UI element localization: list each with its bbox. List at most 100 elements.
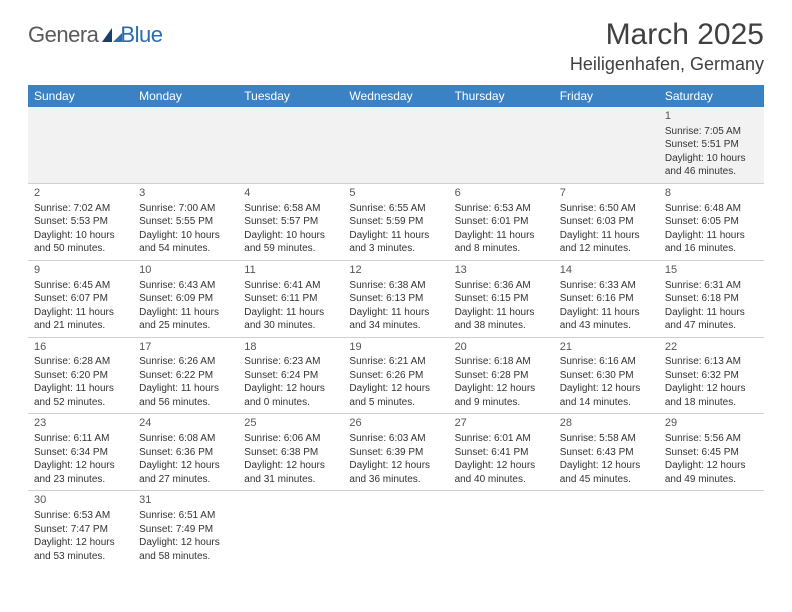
day-number: 18 [244, 340, 337, 355]
daylight-text: Daylight: 10 hours and 54 minutes. [139, 229, 232, 256]
day-number: 28 [560, 416, 653, 431]
sunrise-text: Sunrise: 6:06 AM [244, 432, 337, 446]
sunset-text: Sunset: 5:55 PM [139, 215, 232, 229]
day-number: 6 [455, 186, 548, 201]
calendar-day-cell: 5Sunrise: 6:55 AMSunset: 5:59 PMDaylight… [343, 183, 448, 260]
calendar-day-cell [133, 107, 238, 183]
day-number: 31 [139, 493, 232, 508]
calendar-day-cell: 20Sunrise: 6:18 AMSunset: 6:28 PMDayligh… [449, 337, 554, 414]
weekday-header: Saturday [659, 85, 764, 107]
day-number: 14 [560, 263, 653, 278]
sunset-text: Sunset: 6:43 PM [560, 446, 653, 460]
day-number: 29 [665, 416, 758, 431]
sunrise-text: Sunrise: 6:21 AM [349, 355, 442, 369]
sunrise-text: Sunrise: 6:45 AM [34, 279, 127, 293]
day-number: 20 [455, 340, 548, 355]
sunrise-text: Sunrise: 6:18 AM [455, 355, 548, 369]
daylight-text: Daylight: 11 hours and 30 minutes. [244, 306, 337, 333]
daylight-text: Daylight: 12 hours and 18 minutes. [665, 382, 758, 409]
calendar-day-cell: 3Sunrise: 7:00 AMSunset: 5:55 PMDaylight… [133, 183, 238, 260]
daylight-text: Daylight: 12 hours and 49 minutes. [665, 459, 758, 486]
day-number: 24 [139, 416, 232, 431]
sunset-text: Sunset: 7:47 PM [34, 523, 127, 537]
calendar-day-cell: 16Sunrise: 6:28 AMSunset: 6:20 PMDayligh… [28, 337, 133, 414]
header: Genera Blue March 2025 Heiligenhafen, Ge… [28, 18, 764, 75]
sunset-text: Sunset: 6:03 PM [560, 215, 653, 229]
day-number: 2 [34, 186, 127, 201]
sunset-text: Sunset: 6:11 PM [244, 292, 337, 306]
sunset-text: Sunset: 6:09 PM [139, 292, 232, 306]
daylight-text: Daylight: 11 hours and 56 minutes. [139, 382, 232, 409]
sunset-text: Sunset: 6:18 PM [665, 292, 758, 306]
sunrise-text: Sunrise: 7:05 AM [665, 125, 758, 139]
daylight-text: Daylight: 12 hours and 14 minutes. [560, 382, 653, 409]
day-number: 16 [34, 340, 127, 355]
sunrise-text: Sunrise: 6:48 AM [665, 202, 758, 216]
daylight-text: Daylight: 12 hours and 45 minutes. [560, 459, 653, 486]
calendar-day-cell: 12Sunrise: 6:38 AMSunset: 6:13 PMDayligh… [343, 260, 448, 337]
day-number: 15 [665, 263, 758, 278]
daylight-text: Daylight: 11 hours and 8 minutes. [455, 229, 548, 256]
weekday-header: Wednesday [343, 85, 448, 107]
location: Heiligenhafen, Germany [570, 54, 764, 75]
sunrise-text: Sunrise: 6:43 AM [139, 279, 232, 293]
calendar-day-cell: 15Sunrise: 6:31 AMSunset: 6:18 PMDayligh… [659, 260, 764, 337]
day-number: 26 [349, 416, 442, 431]
calendar-day-cell [449, 491, 554, 567]
calendar-day-cell: 21Sunrise: 6:16 AMSunset: 6:30 PMDayligh… [554, 337, 659, 414]
sunrise-text: Sunrise: 6:50 AM [560, 202, 653, 216]
sunrise-text: Sunrise: 6:11 AM [34, 432, 127, 446]
calendar-day-cell: 9Sunrise: 6:45 AMSunset: 6:07 PMDaylight… [28, 260, 133, 337]
calendar-day-cell [449, 107, 554, 183]
calendar-day-cell: 27Sunrise: 6:01 AMSunset: 6:41 PMDayligh… [449, 414, 554, 491]
day-number: 21 [560, 340, 653, 355]
daylight-text: Daylight: 12 hours and 53 minutes. [34, 536, 127, 563]
sunset-text: Sunset: 6:30 PM [560, 369, 653, 383]
sunset-text: Sunset: 6:45 PM [665, 446, 758, 460]
daylight-text: Daylight: 10 hours and 50 minutes. [34, 229, 127, 256]
daylight-text: Daylight: 11 hours and 25 minutes. [139, 306, 232, 333]
sunrise-text: Sunrise: 5:56 AM [665, 432, 758, 446]
sunset-text: Sunset: 6:26 PM [349, 369, 442, 383]
calendar-day-cell [554, 107, 659, 183]
calendar-day-cell: 19Sunrise: 6:21 AMSunset: 6:26 PMDayligh… [343, 337, 448, 414]
sunrise-text: Sunrise: 6:51 AM [139, 509, 232, 523]
day-number: 4 [244, 186, 337, 201]
calendar-table: Sunday Monday Tuesday Wednesday Thursday… [28, 85, 764, 567]
daylight-text: Daylight: 12 hours and 27 minutes. [139, 459, 232, 486]
sunset-text: Sunset: 6:41 PM [455, 446, 548, 460]
calendar-week-row: 9Sunrise: 6:45 AMSunset: 6:07 PM Daylight… [28, 260, 764, 337]
day-number: 30 [34, 493, 127, 508]
sunrise-text: Sunrise: 5:58 AM [560, 432, 653, 446]
calendar-week-row: 2Sunrise: 7:02 AMSunset: 5:53 PMDaylight… [28, 183, 764, 260]
daylight-text: Daylight: 12 hours and 36 minutes. [349, 459, 442, 486]
sunrise-text: Sunrise: 6:38 AM [349, 279, 442, 293]
daylight-text: Daylight: 12 hours and 5 minutes. [349, 382, 442, 409]
day-number: 25 [244, 416, 337, 431]
calendar-day-cell: 23Sunrise: 6:11 AMSunset: 6:34 PMDayligh… [28, 414, 133, 491]
sunrise-text: Sunrise: 6:01 AM [455, 432, 548, 446]
calendar-day-cell: 18Sunrise: 6:23 AMSunset: 6:24 PMDayligh… [238, 337, 343, 414]
day-number: 3 [139, 186, 232, 201]
weekday-header: Friday [554, 85, 659, 107]
sunrise-text: Sunrise: 6:36 AM [455, 279, 548, 293]
weekday-header: Monday [133, 85, 238, 107]
logo-text-blue: Blue [120, 22, 162, 48]
sunset-text: Sunset: 6:34 PM [34, 446, 127, 460]
calendar-day-cell: 11Sunrise: 6:41 AMSunset: 6:11 PMDayligh… [238, 260, 343, 337]
daylight-text: Daylight: 10 hours and 59 minutes. [244, 229, 337, 256]
calendar-day-cell: 8Sunrise: 6:48 AMSunset: 6:05 PMDaylight… [659, 183, 764, 260]
day-number: 27 [455, 416, 548, 431]
sunset-text: Sunset: 6:07 PM [34, 292, 127, 306]
calendar-day-cell [238, 491, 343, 567]
calendar-week-row: 16Sunrise: 6:28 AMSunset: 6:20 PMDayligh… [28, 337, 764, 414]
calendar-day-cell: 26Sunrise: 6:03 AMSunset: 6:39 PMDayligh… [343, 414, 448, 491]
day-number: 17 [139, 340, 232, 355]
calendar-day-cell: 29Sunrise: 5:56 AMSunset: 6:45 PMDayligh… [659, 414, 764, 491]
calendar-day-cell: 25Sunrise: 6:06 AMSunset: 6:38 PMDayligh… [238, 414, 343, 491]
sunset-text: Sunset: 6:24 PM [244, 369, 337, 383]
weekday-header: Thursday [449, 85, 554, 107]
sunset-text: Sunset: 6:38 PM [244, 446, 337, 460]
day-number: 9 [34, 263, 127, 278]
sunset-text: Sunset: 5:51 PM [665, 138, 758, 152]
